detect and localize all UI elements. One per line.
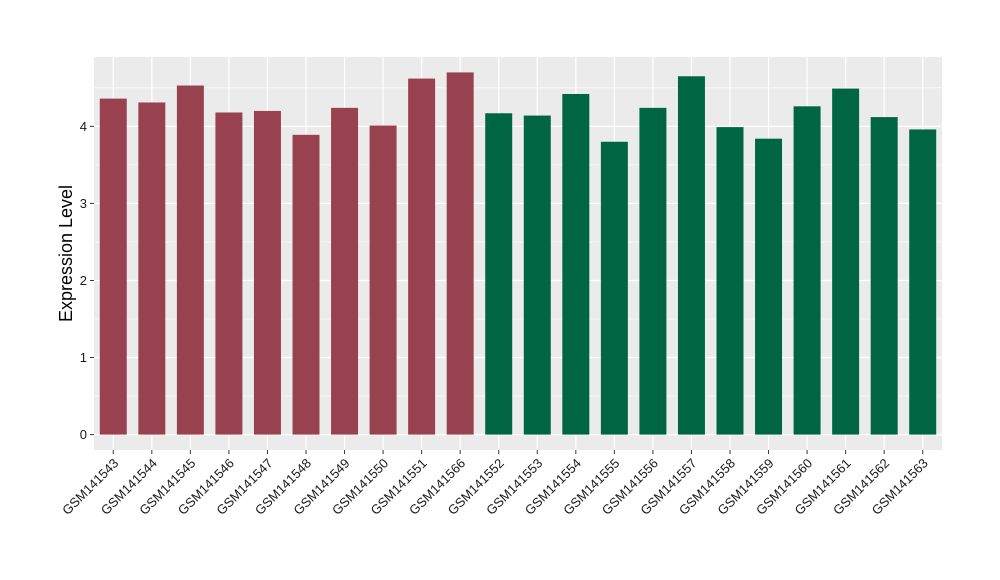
bar xyxy=(408,78,436,435)
bar xyxy=(755,138,783,435)
bar xyxy=(138,102,166,435)
bar xyxy=(909,129,937,435)
y-axis: 0 1 2 3 4 xyxy=(80,119,94,442)
bar xyxy=(716,127,744,435)
bar xyxy=(793,106,821,435)
bar xyxy=(562,93,590,435)
bar xyxy=(485,113,513,435)
bar xyxy=(99,98,127,435)
bar xyxy=(215,112,243,435)
x-axis: GSM141543GSM141544GSM141545GSM141546GSM1… xyxy=(59,450,931,518)
bar xyxy=(677,76,705,435)
bar xyxy=(253,110,281,435)
bar xyxy=(369,125,397,435)
bar xyxy=(870,117,898,435)
y-tick-label: 3 xyxy=(80,196,87,211)
bars xyxy=(99,72,937,435)
y-tick-label: 0 xyxy=(80,427,87,442)
bar xyxy=(832,88,860,435)
bar xyxy=(176,85,204,435)
bar xyxy=(446,72,474,435)
y-axis-title: Expression Level xyxy=(56,185,76,322)
bar xyxy=(639,107,667,435)
y-tick-label: 1 xyxy=(80,350,87,365)
y-tick-label: 4 xyxy=(80,119,87,134)
bar xyxy=(523,115,551,435)
y-tick-label: 2 xyxy=(80,273,87,288)
bar xyxy=(292,134,320,435)
bar xyxy=(331,107,359,435)
bar xyxy=(600,141,628,435)
